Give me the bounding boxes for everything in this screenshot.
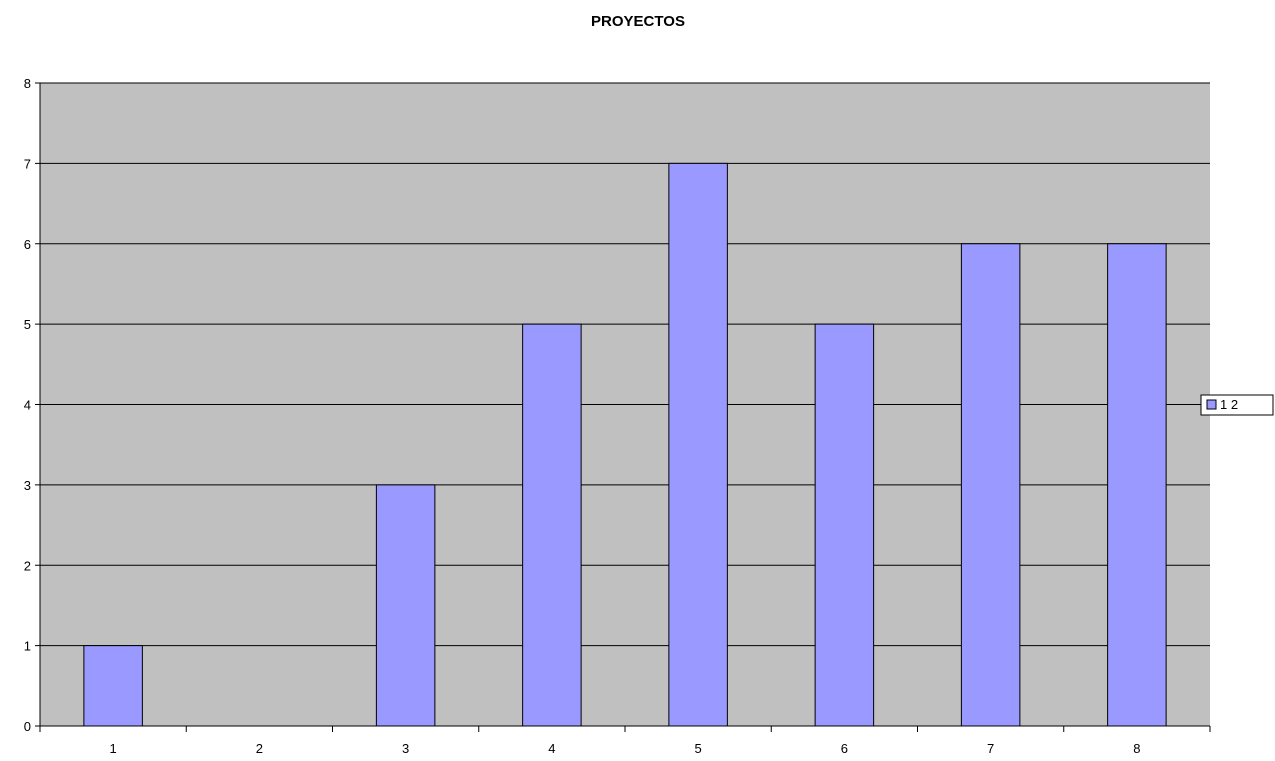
y-tick-label: 8 (24, 76, 31, 91)
y-tick-label: 5 (24, 317, 31, 332)
bar (668, 162, 728, 727)
legend-swatch (1206, 399, 1217, 410)
x-tick-label: 2 (256, 741, 263, 756)
bar (522, 323, 582, 727)
x-tick-label: 8 (1133, 741, 1140, 756)
bar (375, 484, 436, 727)
y-tick-label: 6 (24, 237, 31, 252)
legend: 1 2 (1200, 394, 1274, 416)
x-tick-label: 7 (987, 741, 994, 756)
y-axis-ticks: 0 1 2 3 4 5 6 7 8 (24, 76, 40, 734)
y-tick-label: 7 (24, 156, 31, 171)
bar (814, 323, 875, 727)
bars (83, 162, 1167, 727)
x-tick-label: 3 (402, 741, 409, 756)
y-tick-label: 2 (24, 558, 31, 573)
x-tick-label: 5 (695, 741, 702, 756)
x-tick-label: 1 (110, 741, 117, 756)
y-tick-label: 4 (24, 398, 31, 413)
bar (83, 645, 143, 727)
y-tick-label: 3 (24, 478, 31, 493)
x-tick-label: 6 (841, 741, 848, 756)
y-tick-label: 1 (24, 639, 31, 654)
x-axis-ticks: 1 2 3 4 5 6 7 8 (39, 726, 1211, 756)
bar (960, 243, 1021, 727)
gridlines (40, 82, 1210, 647)
chart-title: PROYECTOS (591, 13, 685, 30)
legend-box (1200, 394, 1274, 416)
x-tick-label: 4 (548, 741, 555, 756)
legend-label: 1 2 (1220, 397, 1238, 412)
y-tick-label: 0 (24, 719, 31, 734)
bar (1107, 243, 1167, 727)
